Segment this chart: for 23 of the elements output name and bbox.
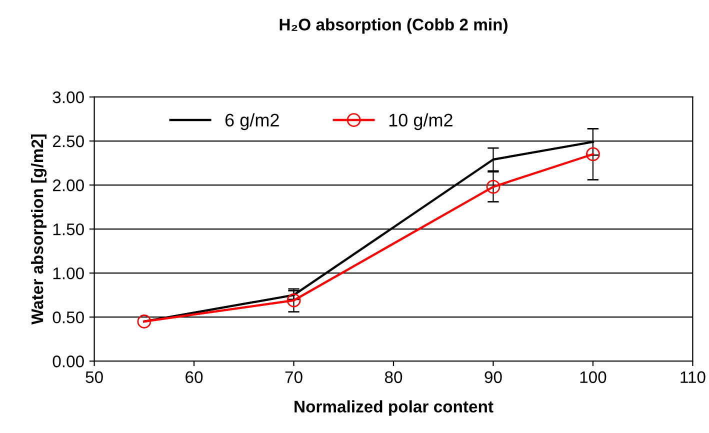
point	[286, 293, 301, 308]
y-tick-label: 1.50	[53, 223, 84, 236]
point	[586, 147, 600, 162]
legend-label: 6 g/m2	[225, 113, 279, 130]
y-tick-label: 2.00	[52, 179, 84, 192]
legend-label: 10 g/m2	[389, 113, 452, 130]
x-tick-label: 70	[285, 371, 302, 384]
x-tick-label: 110	[680, 371, 706, 384]
point	[486, 180, 500, 194]
x-tick-label: 80	[384, 371, 402, 384]
x-tick-label: 100	[580, 371, 606, 384]
y-axis-title: Water absorption [g/m2]	[30, 134, 47, 325]
x-tick-label: 90	[484, 371, 502, 384]
x-axis-title: Normalized polar content	[294, 400, 494, 416]
x-tick-label: 60	[186, 371, 203, 384]
y-tick-label: 2.50	[52, 135, 84, 148]
point	[137, 314, 152, 328]
y-tick-label: 3.00	[52, 91, 84, 104]
y-tick-label: 1.00	[53, 267, 84, 280]
y-tick-label: 0.50	[52, 312, 84, 324]
x-tick-label: 50	[86, 371, 103, 384]
y-tick-label: 0.00	[52, 356, 84, 368]
chart-title: H₂O absorption (Cobb 2 min)	[280, 18, 508, 34]
